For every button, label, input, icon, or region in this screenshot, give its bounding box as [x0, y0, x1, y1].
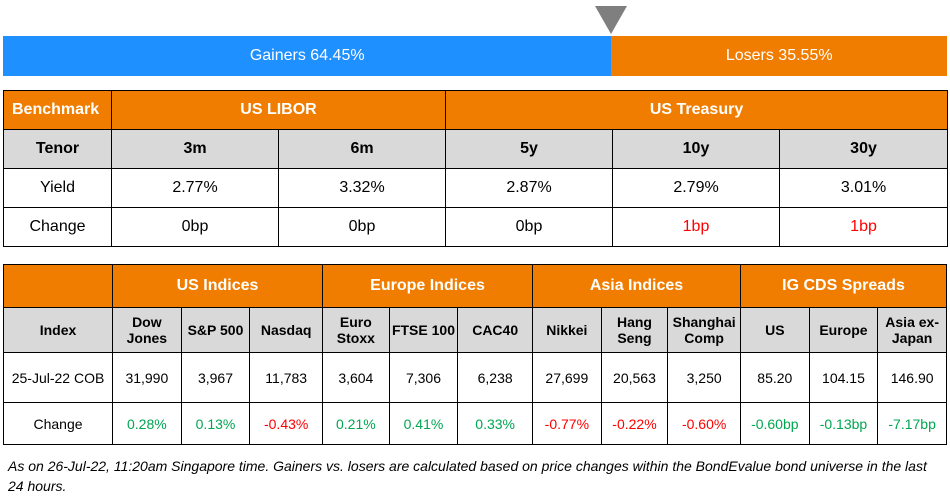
- tenor-label: Tenor: [3, 129, 112, 169]
- benchmark-header: Benchmark: [3, 90, 112, 130]
- us-indices-header: US Indices: [112, 264, 324, 308]
- index-change-cell: 0.33%: [457, 402, 534, 445]
- us-treasury-header: US Treasury: [445, 90, 949, 130]
- index-change-cell: 0.41%: [388, 402, 459, 445]
- index-value-cell: 11,783: [249, 352, 324, 403]
- yield-cell: 2.77%: [111, 168, 279, 208]
- index-change-row: Change 0.28% 0.13% -0.43% 0.21% 0.41% 0.…: [2, 402, 947, 445]
- index-value-cell: 20,563: [600, 352, 669, 403]
- change-cell: 1bp: [779, 207, 949, 247]
- yield-cell: 3.32%: [277, 168, 447, 208]
- indices-group-row: US Indices Europe Indices Asia Indices I…: [2, 264, 948, 308]
- index-change-cell: 0.21%: [322, 402, 390, 445]
- tenor-cell: 10y: [612, 129, 781, 169]
- index-value-cell: 3,967: [180, 352, 251, 403]
- us-libor-header: US LIBOR: [110, 90, 447, 130]
- index-names-row: Index Dow Jones S&P 500 Nasdaq Euro Stoxx …: [2, 307, 947, 353]
- index-value-cell: 3,250: [667, 352, 741, 403]
- index-change-cell: -0.77%: [532, 402, 602, 445]
- change-label: Change: [2, 402, 114, 445]
- index-change-cell: -7.17bp: [877, 402, 947, 445]
- tenor-cell: 3m: [111, 129, 279, 169]
- change-cell: 0bp: [277, 207, 447, 247]
- index-name-cell: Shanghai Comp: [667, 307, 741, 353]
- index-name-cell: US: [739, 307, 810, 353]
- index-name-cell: Dow Jones: [112, 307, 182, 353]
- tenor-cell: 6m: [277, 129, 447, 169]
- tenor-cell: 5y: [445, 129, 614, 169]
- rates-header-row: Benchmark US LIBOR US Treasury: [3, 90, 949, 130]
- index-value-cell: 3,604: [322, 352, 390, 403]
- index-value-cell: 27,699: [532, 352, 602, 403]
- gainers-segment: Gainers 64.45%: [3, 36, 612, 76]
- index-name-cell: Europe: [808, 307, 879, 353]
- yield-cell: 2.87%: [445, 168, 614, 208]
- losers-segment: Losers 35.55%: [611, 36, 947, 76]
- index-name-cell: CAC40: [457, 307, 534, 353]
- index-name-cell: Nasdaq: [249, 307, 324, 353]
- index-label: Index: [2, 307, 114, 353]
- change-cell: 0bp: [445, 207, 614, 247]
- index-change-cell: -0.60%: [667, 402, 741, 445]
- index-value-cell: 104.15: [808, 352, 879, 403]
- breadth-pointer-icon: [595, 6, 627, 34]
- losers-label: Losers 35.55%: [725, 47, 833, 64]
- change-cell: 1bp: [612, 207, 781, 247]
- rates-table: Benchmark US LIBOR US Treasury Tenor 3m …: [3, 90, 949, 247]
- index-change-cell: 0.13%: [180, 402, 251, 445]
- index-change-cell: -0.13bp: [808, 402, 879, 445]
- index-value-cell: 31,990: [112, 352, 182, 403]
- index-name-cell: S&P 500: [180, 307, 251, 353]
- gainers-losers-bar: Gainers 64.45% Losers 35.55%: [3, 36, 947, 76]
- index-name-cell: Asia ex- Japan: [877, 307, 947, 353]
- change-label: Change: [3, 207, 112, 247]
- index-value-cell: 146.90: [877, 352, 947, 403]
- tenor-row: Tenor 3m 6m 5y 10y 30y: [3, 129, 949, 169]
- index-name-cell: Hang Seng: [600, 307, 669, 353]
- yield-cell: 3.01%: [779, 168, 949, 208]
- index-change-cell: 0.28%: [112, 402, 182, 445]
- index-values-row: 25-Jul-22 COB 31,990 3,967 11,783 3,604 …: [2, 352, 947, 403]
- index-change-cell: -0.43%: [249, 402, 324, 445]
- index-name-cell: Euro Stoxx: [322, 307, 390, 353]
- rates-change-row: Change 0bp 0bp 0bp 1bp 1bp: [3, 207, 949, 247]
- index-value-cell: 85.20: [739, 352, 810, 403]
- footnote: As on 26-Jul-22, 11:20am Singapore time.…: [8, 458, 927, 494]
- europe-indices-header: Europe Indices: [322, 264, 534, 308]
- ig-cds-spreads-header: IG CDS Spreads: [739, 264, 948, 308]
- index-name-cell: Nikkei: [532, 307, 602, 353]
- yield-cell: 2.79%: [612, 168, 781, 208]
- index-change-cell: -0.22%: [600, 402, 669, 445]
- indices-table: US Indices Europe Indices Asia Indices I…: [2, 264, 948, 445]
- index-value-cell: 7,306: [388, 352, 459, 403]
- yield-label: Yield: [3, 168, 112, 208]
- index-value-cell: 6,238: [457, 352, 534, 403]
- tenor-cell: 30y: [779, 129, 949, 169]
- gainers-label: Gainers 64.45%: [249, 47, 365, 64]
- asia-indices-header: Asia Indices: [532, 264, 741, 308]
- index-change-cell: -0.60bp: [739, 402, 810, 445]
- change-cell: 0bp: [111, 207, 279, 247]
- blank-header-cell: [2, 264, 114, 308]
- yield-row: Yield 2.77% 3.32% 2.87% 2.79% 3.01%: [3, 168, 949, 208]
- index-name-cell: FTSE 100: [388, 307, 459, 353]
- date-label: 25-Jul-22 COB: [2, 352, 114, 403]
